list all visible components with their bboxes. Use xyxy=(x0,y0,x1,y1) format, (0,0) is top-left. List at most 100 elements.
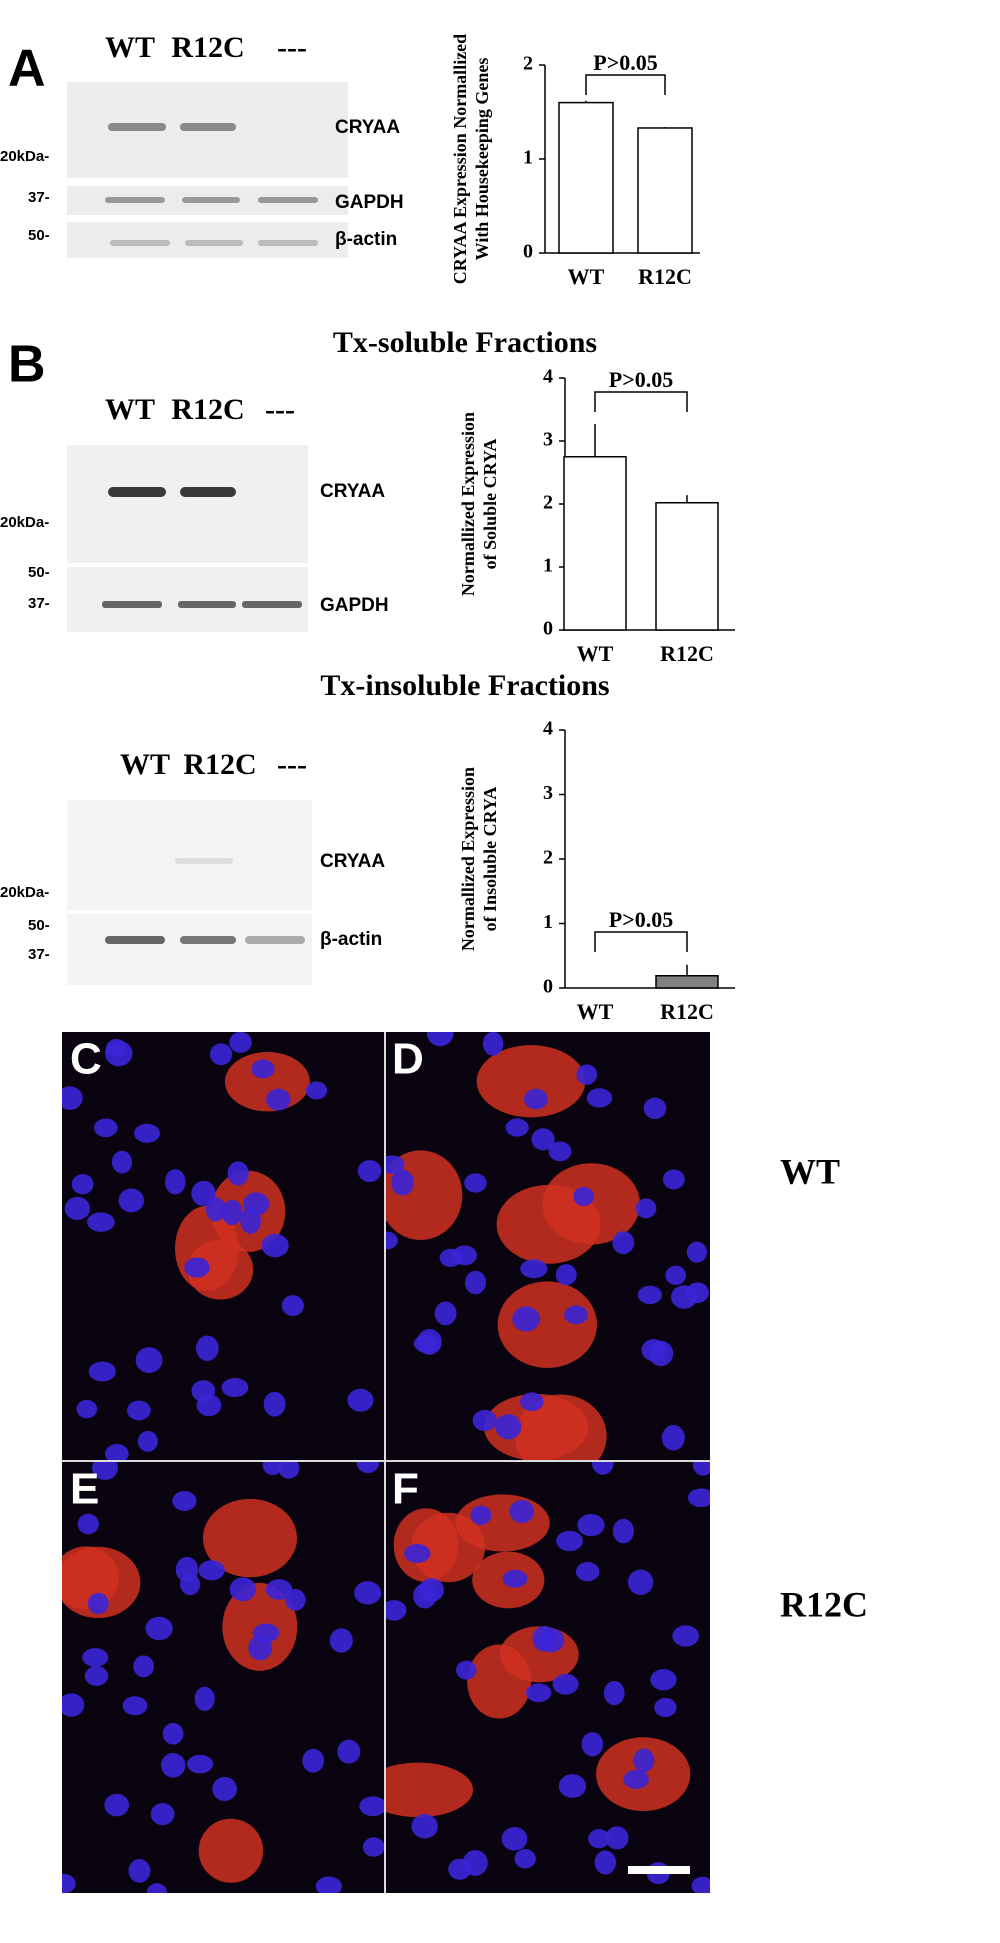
y-tick-label: 3 xyxy=(543,429,553,451)
nucleus xyxy=(662,1169,685,1190)
band-label: CRYAA xyxy=(320,481,385,502)
nucleus xyxy=(261,1233,289,1258)
cell xyxy=(62,1546,141,1619)
nucleus xyxy=(111,1150,133,1174)
band xyxy=(105,197,165,203)
y-tick-label: 2 xyxy=(543,492,553,514)
marker-label: 50- xyxy=(28,227,50,244)
nucleus xyxy=(633,1748,655,1773)
nucleus xyxy=(145,1616,173,1641)
nucleus xyxy=(84,1666,109,1686)
significance-bracket xyxy=(585,74,666,95)
nucleus xyxy=(196,1394,222,1417)
x-tick-label: WT xyxy=(577,641,614,666)
nucleus xyxy=(135,1347,163,1374)
nucleus xyxy=(654,1697,677,1718)
nucleus xyxy=(512,1306,540,1332)
panel-label: A xyxy=(8,40,46,98)
nucleus xyxy=(577,1513,605,1537)
nucleus xyxy=(87,1592,109,1615)
y-tick-label: 0 xyxy=(543,976,553,998)
nucleus xyxy=(194,1686,215,1711)
nucleus xyxy=(82,1648,109,1667)
marker-label: 50- xyxy=(28,917,50,934)
nucleus xyxy=(509,1499,535,1524)
nucleus xyxy=(196,1335,219,1361)
scale-bar xyxy=(628,1866,690,1874)
nucleus xyxy=(462,1850,488,1876)
nucleus xyxy=(686,1241,708,1263)
band xyxy=(258,197,318,203)
nucleus xyxy=(411,1814,438,1839)
cell xyxy=(386,1762,474,1818)
nucleus xyxy=(118,1188,145,1213)
nucleus xyxy=(126,1400,151,1421)
lane-label: R12C xyxy=(183,748,256,781)
annotation: P>0.05 xyxy=(609,367,673,392)
x-tick-label: R12C xyxy=(638,264,692,289)
nucleus xyxy=(64,1196,91,1221)
nucleus xyxy=(164,1169,186,1195)
blot-image xyxy=(67,567,308,632)
band-label: CRYAA xyxy=(335,117,400,138)
band-label: β-actin xyxy=(320,929,382,950)
cell xyxy=(514,1394,607,1460)
x-tick-label: R12C xyxy=(660,641,714,666)
bar xyxy=(637,127,693,254)
nucleus xyxy=(386,1599,407,1621)
nucleus xyxy=(162,1722,184,1745)
y-axis-label: CRYAA Expression Normallized xyxy=(450,34,470,284)
nucleus xyxy=(558,1774,587,1798)
panel-label: C xyxy=(70,1035,102,1084)
band xyxy=(105,936,165,944)
nucleus xyxy=(623,1769,649,1789)
nucleus xyxy=(426,1032,454,1047)
nucleus xyxy=(357,1160,382,1183)
nucleus xyxy=(464,1173,487,1193)
nucleus xyxy=(650,1669,677,1691)
nucleus xyxy=(612,1518,634,1544)
nucleus xyxy=(175,1556,199,1583)
nucleus xyxy=(627,1569,654,1595)
lane-label: --- xyxy=(277,748,307,781)
band xyxy=(180,123,236,131)
nucleus xyxy=(456,1660,477,1680)
nucleus xyxy=(643,1097,667,1120)
nucleus xyxy=(134,1123,160,1143)
nucleus xyxy=(605,1826,629,1850)
band xyxy=(182,197,240,203)
nucleus xyxy=(133,1655,155,1678)
lane-label: --- xyxy=(265,393,295,426)
band-label: CRYAA xyxy=(320,851,385,872)
band xyxy=(108,487,166,497)
nucleus xyxy=(198,1560,225,1581)
nucleus xyxy=(62,1693,85,1717)
y-axis-label: of Insoluble CRYA xyxy=(480,787,500,932)
nucleus xyxy=(434,1301,457,1326)
nucleus xyxy=(262,1462,283,1476)
panel-label: F xyxy=(392,1465,419,1514)
blot-image xyxy=(67,800,312,910)
bar xyxy=(655,974,719,989)
y-tick-label: 1 xyxy=(543,911,553,933)
panel-label: B xyxy=(8,336,46,394)
band xyxy=(245,936,305,944)
band xyxy=(180,487,236,497)
marker-label: 20kDa- xyxy=(0,148,49,165)
nucleus xyxy=(229,1577,257,1602)
lane-label: WT xyxy=(105,31,155,64)
nucleus xyxy=(635,1198,657,1219)
nucleus xyxy=(555,1264,577,1286)
annotation: P>0.05 xyxy=(609,907,673,932)
marker-label: 37- xyxy=(28,595,50,612)
marker-label: 37- xyxy=(28,946,50,963)
nucleus xyxy=(252,1623,280,1643)
cell xyxy=(476,1045,586,1118)
nucleus xyxy=(586,1088,613,1108)
cell xyxy=(393,1508,459,1582)
y-tick-label: 2 xyxy=(543,847,553,869)
nucleus xyxy=(386,1155,405,1174)
cell xyxy=(467,1644,532,1719)
nucleus xyxy=(472,1409,498,1432)
nucleus xyxy=(329,1628,353,1653)
